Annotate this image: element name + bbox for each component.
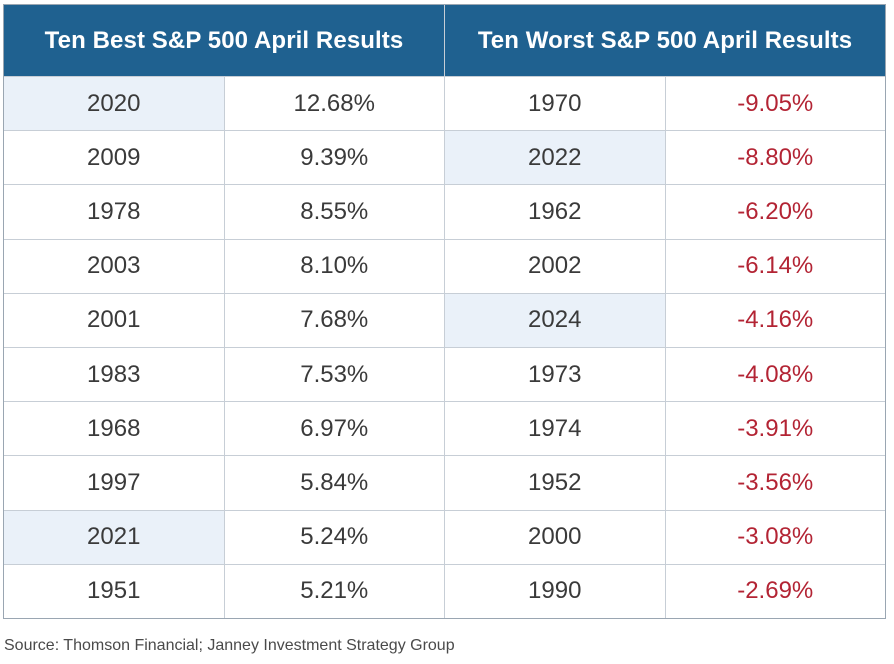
- worst-year-cell: 1974: [528, 414, 582, 442]
- best-return-cell: 8.10%: [223, 239, 445, 293]
- worst-year-cell: 1952: [528, 469, 582, 497]
- worst-table-row: 1962 -6.20%: [445, 184, 886, 239]
- worst-return-cell: -3.08%: [664, 510, 886, 564]
- worst-year-cell: 2000: [528, 523, 582, 551]
- best-results-title: Ten Best S&P 500 April Results: [4, 5, 444, 76]
- best-table-row: 2009 9.39%: [4, 130, 445, 185]
- best-year-cell: 2021: [87, 523, 141, 551]
- worst-return-cell: -2.69%: [664, 564, 886, 619]
- best-return-cell: 8.55%: [223, 185, 445, 239]
- worst-return-cell: -3.91%: [664, 402, 886, 456]
- best-return-cell: 5.24%: [223, 510, 444, 564]
- source-note: Source: Thomson Financial; Janney Invest…: [4, 637, 455, 654]
- worst-year-cell: 2024: [528, 306, 582, 334]
- best-return-cell: 9.39%: [223, 131, 445, 185]
- worst-table-row: 2024 -4.16%: [445, 292, 885, 348]
- worst-return-cell: -6.20%: [664, 185, 886, 239]
- worst-table-row: 2000 -3.08%: [445, 509, 886, 564]
- worst-year-cell: 1962: [528, 198, 582, 225]
- best-table-row: 1978 8.55%: [4, 184, 445, 239]
- best-year-cell: 2001: [87, 306, 141, 334]
- best-return-cell: 7.68%: [223, 293, 445, 348]
- worst-year-cell: 1970: [528, 89, 582, 117]
- worst-return-cell: -3.56%: [664, 456, 886, 510]
- results-tables: Ten Best S&P 500 April Results 2020 12.68…: [3, 4, 886, 619]
- best-return-cell: 5.21%: [223, 564, 445, 619]
- best-results-table: Ten Best S&P 500 April Results 2020 12.68…: [4, 5, 445, 619]
- worst-return-cell: -9.05%: [664, 77, 886, 131]
- worst-table-row: 2002 -6.14%: [445, 238, 886, 293]
- worst-return-cell: -4.16%: [664, 293, 885, 348]
- best-year-cell: 1968: [87, 414, 141, 442]
- worst-year-cell: 2002: [528, 252, 582, 280]
- best-table-row: 1951 5.21%: [4, 563, 445, 619]
- best-return-cell: 5.84%: [223, 456, 445, 510]
- best-year-cell: 1978: [87, 198, 141, 225]
- best-table-row: 2020 12.68%: [4, 76, 444, 131]
- best-year-cell: 1997: [87, 469, 141, 497]
- worst-table-row: 1990 -2.69%: [445, 563, 886, 619]
- worst-year-cell: 1990: [528, 577, 582, 605]
- worst-table-row: 1952 -3.56%: [445, 455, 886, 510]
- worst-results-title: Ten Worst S&P 500 April Results: [445, 5, 885, 76]
- best-year-cell: 2003: [87, 252, 141, 280]
- best-year-cell: 1951: [87, 577, 141, 605]
- best-year-cell: 2009: [87, 143, 141, 171]
- worst-year-cell: 2022: [528, 143, 582, 171]
- worst-results-table: Ten Worst S&P 500 April Results 1970 -9.0…: [444, 5, 886, 619]
- worst-results-body: 1970 -9.05% 2022 -8.80% 1962 -6.20% 2002 -6.14%…: [445, 76, 886, 619]
- best-table-row: 2003 8.10%: [4, 238, 445, 293]
- worst-return-cell: -8.80%: [664, 131, 885, 185]
- worst-table-row: 1970 -9.05%: [445, 76, 886, 131]
- worst-table-row: 2022 -8.80%: [445, 130, 885, 185]
- worst-year-cell: 1973: [528, 360, 582, 388]
- best-table-row: 1997 5.84%: [4, 455, 445, 510]
- best-table-row: 2001 7.68%: [4, 292, 445, 348]
- best-year-cell: 1983: [87, 360, 141, 388]
- best-table-row: 1983 7.53%: [4, 347, 445, 402]
- best-results-body: 2020 12.68% 2009 9.39% 1978 8.55% 2003 8.10% 200…: [4, 76, 445, 619]
- best-table-row: 2021 5.24%: [4, 509, 444, 564]
- worst-table-row: 1974 -3.91%: [445, 401, 886, 456]
- worst-return-cell: -6.14%: [664, 239, 886, 293]
- best-table-row: 1968 6.97%: [4, 401, 445, 456]
- best-year-cell: 2020: [87, 89, 141, 117]
- worst-return-cell: -4.08%: [664, 348, 886, 402]
- best-return-cell: 6.97%: [223, 402, 445, 456]
- best-return-cell: 7.53%: [223, 348, 445, 402]
- best-return-cell: 12.68%: [223, 77, 444, 131]
- worst-table-row: 1973 -4.08%: [445, 347, 886, 402]
